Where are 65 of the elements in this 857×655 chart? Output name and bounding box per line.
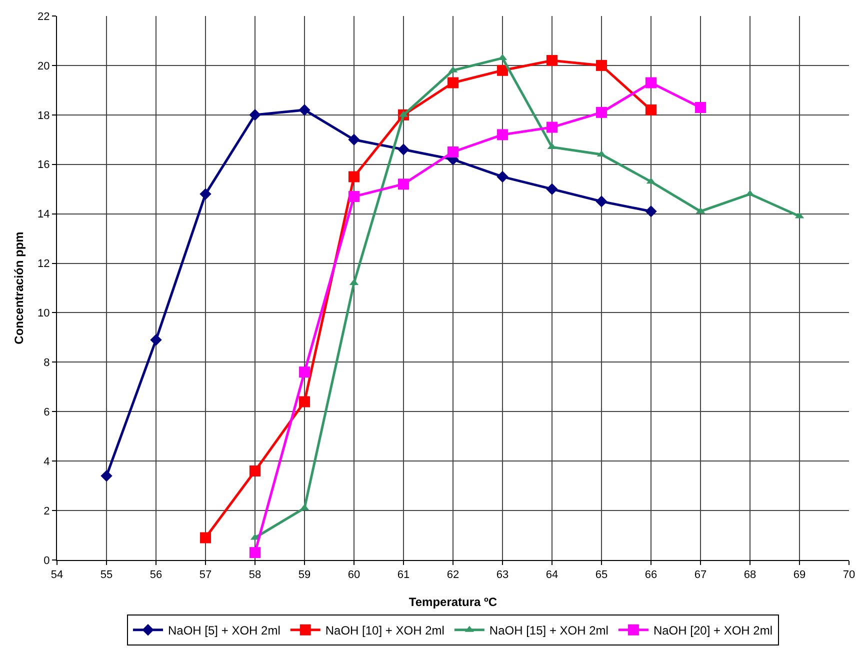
y-tick-label: 6 [44,406,50,418]
x-tick-label: 62 [446,569,460,582]
y-tick-label: 2 [44,505,50,518]
point [398,178,409,190]
point [249,109,261,121]
point [250,547,260,558]
x-tick-label: 57 [199,569,212,582]
x-tick-label: 56 [150,569,162,582]
x-tick-label: 70 [842,569,856,582]
x-tick-label: 66 [644,569,658,582]
point [645,206,657,218]
point [448,77,458,88]
point [348,191,360,202]
x-tick-label: 54 [50,569,64,582]
point [496,170,508,183]
point [398,144,410,156]
x-tick-label: 60 [348,569,360,582]
y-tick-label: 10 [38,308,50,320]
point [448,146,458,158]
point [298,104,310,116]
y-tick-label: 22 [38,10,50,23]
x-tick-label: 64 [546,569,558,582]
y-tick-label: 8 [44,357,50,370]
point [200,532,211,544]
point [200,188,212,200]
x-tick-label: 61 [397,569,410,582]
y-tick-label: 18 [38,110,50,122]
x-tick-label: 59 [298,569,311,582]
x-tick-label: 67 [694,569,707,582]
y-tick-label: 14 [38,208,50,221]
y-tick-label: 0 [44,554,50,567]
y-tick-label: 12 [38,258,50,270]
point [348,171,360,182]
point [299,396,310,408]
point [497,64,508,76]
x-axis-title: Temperatura ºC [408,595,498,609]
point [646,77,656,88]
legend-label: NaOH [15] + XOH 2ml [489,624,608,638]
point [596,60,607,71]
x-tick-label: 69 [793,569,806,582]
point [546,183,558,195]
point [250,465,260,476]
x-tick-label: 55 [100,569,113,582]
y-tick-label: 20 [38,60,50,72]
y-tick-label: 4 [44,456,50,468]
x-tick-label: 68 [744,569,756,582]
x-tick-label: 58 [248,569,262,582]
y-axis-title: Concentración ppm [12,232,26,344]
point [646,104,656,116]
point [100,470,112,482]
x-tick-label: 63 [496,569,509,582]
point [150,334,162,346]
legend-label: NaOH [5] + XOH 2ml [168,624,280,638]
point [546,55,558,66]
point [546,122,558,133]
point [497,129,508,140]
y-tick-label: 16 [38,159,50,172]
legend-label: NaOH [20] + XOH 2ml [653,624,773,638]
point [695,102,706,113]
point [596,196,608,208]
point [348,134,360,146]
legend-label: NaOH [10] + XOH 2ml [325,624,444,638]
point [299,366,310,378]
x-tick-label: 65 [595,569,608,582]
point [596,106,607,118]
